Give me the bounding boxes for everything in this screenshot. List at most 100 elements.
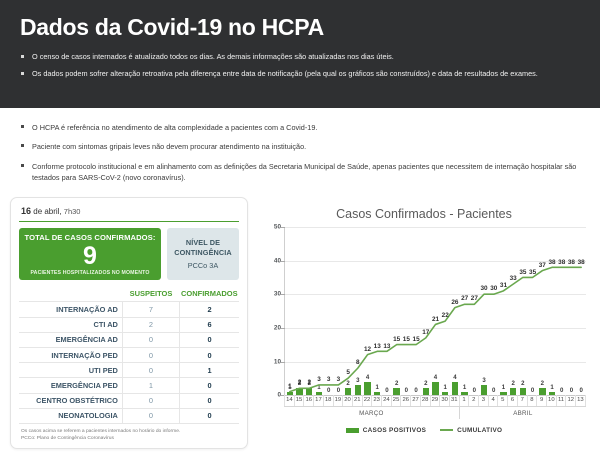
chart-x-tick-label: 13 [576, 395, 586, 406]
hero-bullet-text: Os dados podem sofrer alteração retroati… [32, 69, 538, 79]
chart-bar [422, 388, 429, 396]
chart-bar-value-label: 1 [550, 383, 554, 391]
table-row: INTERNAÇÃO PED 0 0 [19, 346, 239, 364]
chart-gridline [285, 260, 586, 262]
table-cell-confirmados: 0 [179, 346, 239, 364]
chart-bar-value-label: 1 [501, 383, 506, 391]
chart-y-tick-label: 50 [273, 223, 281, 231]
chart-y-axis: 0 10 20 30 40 50 [264, 223, 284, 399]
chart-x-tick-label: 24 [382, 395, 392, 406]
chart-cumulative-value-label: 35 [529, 268, 537, 276]
chart-legend-item[interactable]: CASOS POSITIVOS [345, 427, 426, 434]
chart-x-tick-label: 28 [421, 395, 431, 406]
chart-bar-value-label: 0 [560, 387, 564, 395]
chart-bar-value-label: 1 [288, 383, 292, 391]
chart-line-layer [285, 227, 586, 395]
notes-bullet-text: Paciente com sintomas gripais leves não … [32, 142, 307, 152]
table-row: INTERNAÇÃO AD 7 2 [19, 301, 239, 318]
chart-bar [286, 391, 294, 396]
chart-cumulative-value-label: 15 [412, 335, 420, 343]
chart-cumulative-value-label: 21 [431, 315, 440, 323]
chart-x-tick-label: 10 [547, 395, 557, 406]
chart-x-tick-label: 18 [324, 395, 334, 406]
chart-cumulative-value-label: 13 [373, 342, 381, 350]
table-cell-label: INTERNAÇÃO PED [19, 346, 123, 364]
table-cell-suspeitos: 0 [122, 346, 180, 364]
chart-y-tick-mark [281, 294, 285, 296]
chart-cumulative-value-label: 38 [558, 258, 566, 266]
chart-month-label: MARÇO [284, 406, 460, 419]
chart-x-tick-label: 31 [450, 395, 460, 406]
bullet-square-icon [21, 125, 24, 128]
total-confirmed-box: TOTAL DE CASOS CONFIRMADOS: 9 PACIENTES … [19, 228, 161, 281]
chart-x-tick-label: 6 [508, 395, 518, 406]
table-row: CTI AD 2 6 [19, 316, 239, 333]
chart-bar [344, 388, 352, 396]
table-cell-suspeitos: 0 [122, 362, 180, 379]
table-cell-label: CENTRO OBSTÉTRICO [19, 392, 123, 409]
chart-bar [451, 381, 459, 396]
chart-bar [442, 391, 449, 396]
table-cell-suspeitos: 2 [122, 316, 180, 333]
chart-x-tick-label: 14 [284, 395, 295, 406]
chart-month-row: MARÇO ABRIL [284, 406, 586, 419]
table-cell-label: EMERGÊNCIA PED [19, 377, 123, 394]
chart-cumulative-value-label: 27 [461, 295, 469, 303]
table-cell-confirmados: 0 [179, 407, 239, 424]
chart-x-tick-label: 15 [295, 395, 305, 406]
chart-cumulative-value-label: 31 [499, 282, 508, 290]
chart-gridline [285, 327, 586, 329]
chart-y-tick-mark [281, 227, 285, 229]
chart-bar-value-label: 0 [530, 387, 535, 395]
chart-bar-value-label: 4 [453, 373, 457, 381]
chart-bar-value-label: 1 [375, 383, 379, 391]
chart-x-tick-label: 1 [460, 395, 470, 406]
table-cell-suspeitos: 0 [122, 392, 180, 409]
chart-bar-value-label: 3 [482, 377, 486, 385]
chart-bar [519, 388, 527, 396]
notes-bullet-text: O HCPA é referência no atendimento de al… [32, 123, 318, 132]
table-cell-confirmados: 6 [179, 316, 239, 333]
chart-legend-label: CUMULATIVO [457, 426, 503, 434]
chart-bar-value-label: 4 [433, 373, 438, 381]
chart-x-tick-label: 25 [392, 395, 402, 406]
chart-y-tick-mark [281, 395, 285, 397]
report-date: 16 de abril, 7h30 [19, 205, 239, 223]
table-cell-suspeitos: 0 [122, 407, 180, 424]
notes-section: O HCPA é referência no atendimento de al… [0, 108, 600, 198]
chart-x-tick-label: 9 [537, 395, 547, 406]
chart-bar-value-label: 1 [317, 383, 321, 391]
chart-legend-item[interactable]: CUMULATIVO [440, 427, 502, 434]
table-cell-suspeitos: 1 [122, 377, 180, 394]
chart-cumulative-value-label: 26 [451, 298, 459, 306]
chart-x-tick-label: 26 [401, 395, 412, 406]
contingency-level-box: NÍVEL DE CONTINGÊNCIA PCCo 3A [167, 228, 239, 281]
stats-card: 16 de abril, 7h30 TOTAL DE CASOS CONFIRM… [10, 197, 248, 450]
bullet-square-icon [21, 144, 24, 148]
chart-x-tick-label: 23 [372, 395, 383, 406]
cases-table-head: SUSPEITOS CONFIRMADOS [19, 288, 239, 302]
chart-x-tick-label: 7 [518, 395, 528, 406]
summary-row: TOTAL DE CASOS CONFIRMADOS: 9 PACIENTES … [19, 228, 239, 281]
chart-legend: CASOS POSITIVOS CUMULATIVO [260, 419, 588, 434]
chart-bar-value-label: 0 [385, 387, 389, 395]
chart-cumulative-value-label: 8 [356, 359, 360, 367]
page-title: Dados da Covid-19 no HCPA [20, 14, 324, 40]
chart-gridline [285, 294, 586, 296]
chart-x-tick-label: 17 [314, 395, 324, 406]
lower-section: 16 de abril, 7h30 TOTAL DE CASOS CONFIRM… [0, 197, 600, 450]
chart-bar-value-label: 0 [492, 387, 496, 395]
chart-bar-value-label: 2 [394, 380, 399, 388]
chart-cumulative-value-label: 35 [519, 268, 527, 276]
chart-bar [509, 388, 517, 396]
chart-x-tick-label: 3 [479, 395, 489, 406]
table-cell-confirmados: 0 [179, 331, 239, 349]
chart-cumulative-value-label: 2 [307, 379, 312, 387]
chart-y-tick-mark [281, 260, 285, 262]
chart-bar [480, 385, 488, 396]
chart-bar-value-label: 0 [472, 387, 477, 395]
bullet-square-icon [21, 163, 24, 167]
chart-cumulative-value-label: 5 [346, 369, 350, 377]
table-row: NEONATOLOGIA 0 0 [19, 407, 239, 424]
table-cell-label: CTI AD [19, 316, 123, 333]
